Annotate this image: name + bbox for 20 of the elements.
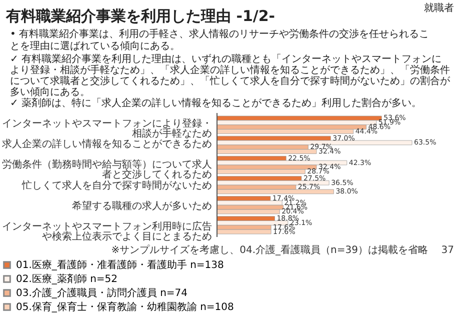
legend-label: 05.保育_保育士・保育教諭・幼稚園教諭 n=108 [16, 301, 234, 313]
legend-label: 01.医療_看護師・准看護師・看護助手 n=138 [16, 259, 224, 271]
legend-label: 03.介護_介護職員・訪問介護員 n=74 [16, 287, 188, 299]
y-tick-label: インターネットやスマートフォンにより登録・相談が手軽なため [2, 117, 212, 140]
chart-subtitle: • 有料職業紹介事業は、利用の手軽さ、求人情報のリサーチや労働条件の交渉を任せられることを理由に選ばれている傾向にある。 [10, 28, 430, 52]
text: ✓ 有料職業紹介事業を利用した理由は、いずれの職種とも「インターネットやスマートフォンにより登録・相談が手軽なため」、「求人企業の詳しい情報を知ることができるため」、「労働条件について求職者と交渉してくれるため」、「忙しくて求人を自分で探す時間がないため」の割合が多い傾向にある。 [10, 53, 451, 98]
text: 37 [441, 245, 454, 256]
text: 就職者 [424, 2, 454, 14]
text: ※サンプルサイズを考慮し、04.介護_看護職員（n=39）は掲載を省略 [111, 244, 428, 256]
legend-label: 02.医療_薬剤師 n=52 [16, 273, 118, 285]
y-tick-label: 希望する職種の求人が多いため [72, 200, 212, 212]
text: ✓ 薬剤師は、特に「求人企業の詳しい情報を知ることができるため」利用した割合が多い。 [10, 97, 422, 109]
y-tick-label: 忙しくて求人を自分で探す時間がないため [21, 179, 212, 192]
bar [216, 160, 348, 166]
bar [216, 116, 382, 121]
y-tick-label: 労働条件（勤務時間や給与額等）について求人者と交渉してくれるため [2, 158, 212, 181]
y-tick-label: 求人企業の詳しい情報を知ることができるため [2, 138, 212, 150]
chart-title: 有料職業紹介事業を利用した理由 -1/2- [5, 7, 276, 25]
y-tick-label: インターネットやスマートフォン利用時に広告や検索上位表示でよく目にとまるため [2, 220, 212, 243]
bar [216, 229, 272, 234]
